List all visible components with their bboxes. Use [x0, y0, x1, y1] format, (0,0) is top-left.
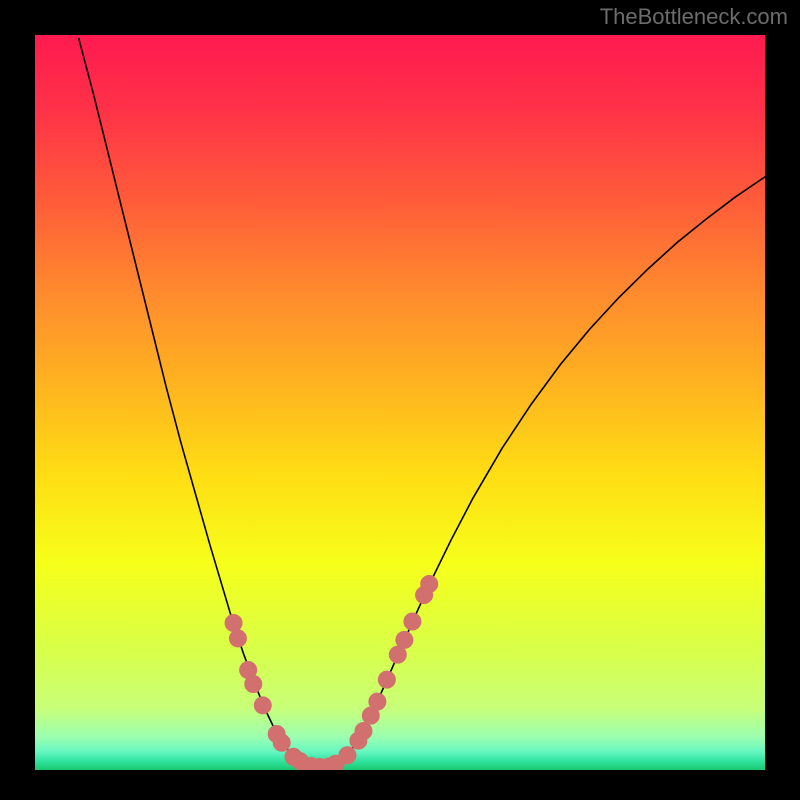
data-marker	[339, 747, 356, 764]
data-marker	[245, 676, 262, 693]
data-marker	[229, 630, 246, 647]
data-marker	[369, 693, 386, 710]
watermark-text: TheBottleneck.com	[600, 4, 788, 30]
chart-frame: TheBottleneck.com	[0, 0, 800, 800]
data-marker	[225, 615, 242, 632]
data-marker	[396, 631, 413, 648]
plot-area	[35, 35, 765, 770]
data-marker	[404, 613, 421, 630]
data-marker	[273, 734, 290, 751]
data-marker	[421, 576, 438, 593]
data-marker	[378, 671, 395, 688]
data-marker	[355, 723, 372, 740]
data-marker	[254, 697, 271, 714]
v-curve-chart	[35, 35, 765, 770]
